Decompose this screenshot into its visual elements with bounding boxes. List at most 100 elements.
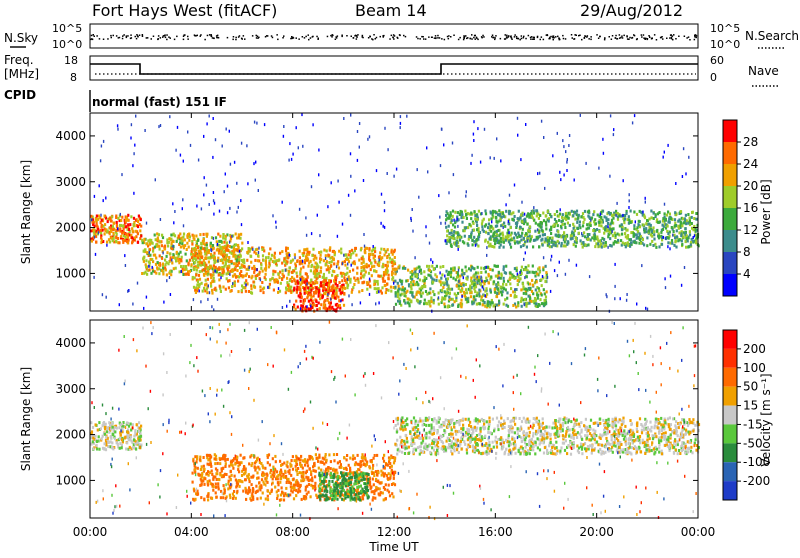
data-cell — [662, 224, 664, 227]
data-cell — [541, 229, 543, 232]
data-cell — [559, 261, 560, 264]
data-cell — [348, 294, 349, 297]
data-cell — [521, 201, 522, 204]
nsky-point — [419, 38, 421, 40]
data-cell — [520, 158, 521, 161]
data-cell — [342, 272, 344, 275]
data-cell — [550, 290, 551, 293]
data-cell — [299, 292, 301, 295]
data-cell — [485, 277, 487, 280]
data-cell — [393, 263, 395, 266]
nsky-point — [604, 37, 606, 39]
data-cell — [441, 289, 443, 292]
nsky-point — [516, 36, 518, 38]
data-cell — [551, 255, 552, 258]
data-cell — [339, 460, 341, 463]
data-cell — [626, 299, 627, 302]
nsky-point — [666, 38, 668, 40]
data-cell — [206, 291, 208, 294]
data-cell — [145, 266, 147, 269]
data-cell — [374, 250, 376, 253]
data-cell — [158, 245, 160, 248]
data-cell — [214, 457, 216, 460]
data-cell — [94, 195, 95, 198]
data-cell — [221, 268, 223, 271]
data-cell — [193, 267, 195, 270]
data-cell — [548, 239, 550, 242]
data-cell — [441, 273, 443, 276]
data-cell — [286, 281, 288, 284]
data-cell — [158, 125, 159, 128]
nsky-point — [506, 35, 508, 37]
data-cell — [427, 274, 429, 277]
data-cell — [192, 498, 194, 501]
nsky-point — [243, 35, 245, 37]
data-cell — [488, 281, 490, 284]
data-cell — [481, 222, 483, 225]
data-cell — [536, 236, 538, 239]
data-cell — [452, 223, 454, 226]
data-cell — [127, 435, 129, 438]
data-cell — [473, 139, 474, 142]
nsky-point — [565, 38, 567, 40]
data-cell — [212, 489, 214, 492]
data-cell — [116, 441, 118, 444]
data-cell — [447, 239, 449, 242]
data-cell — [126, 430, 128, 433]
data-cell — [197, 239, 199, 242]
nsky-point — [405, 36, 407, 38]
data-cell — [217, 257, 219, 260]
data-cell — [557, 274, 558, 277]
data-cell — [390, 286, 392, 289]
data-cell — [166, 251, 168, 254]
data-cell — [520, 288, 522, 291]
data-cell — [211, 473, 213, 476]
data-cell — [470, 295, 472, 298]
data-cell — [286, 261, 288, 264]
data-cell — [563, 174, 564, 177]
data-cell — [457, 245, 459, 248]
data-cell — [327, 293, 328, 296]
data-cell — [308, 300, 310, 303]
data-cell — [498, 302, 500, 305]
data-cell — [594, 218, 596, 221]
nsky-point — [170, 37, 172, 39]
data-cell — [205, 279, 207, 282]
data-cell — [467, 244, 469, 247]
data-cell — [127, 290, 128, 293]
data-cell — [478, 276, 480, 279]
data-cell — [155, 272, 157, 275]
data-cell — [138, 421, 140, 424]
data-cell — [565, 212, 567, 215]
data-cell — [457, 231, 459, 234]
data-cell — [500, 159, 501, 162]
data-cell — [548, 242, 550, 245]
data-cell — [184, 238, 186, 241]
data-cell — [126, 441, 128, 444]
data-cell — [137, 220, 139, 223]
data-cell — [491, 217, 493, 220]
data-cell — [474, 298, 476, 301]
data-cell — [602, 242, 604, 245]
data-cell — [361, 289, 363, 292]
data-cell — [389, 462, 391, 465]
data-cell — [229, 494, 231, 497]
data-cell — [464, 210, 466, 213]
data-cell — [658, 235, 660, 238]
data-cell — [143, 250, 145, 253]
data-cell — [544, 303, 546, 306]
data-cell — [453, 219, 454, 222]
data-cell — [226, 128, 227, 131]
data-cell — [316, 277, 318, 280]
data-cell — [226, 241, 228, 244]
data-cell — [190, 144, 191, 147]
data-cell — [681, 243, 683, 246]
data-cell — [213, 247, 215, 250]
data-cell — [315, 266, 317, 269]
data-cell — [476, 228, 478, 231]
data-cell — [656, 230, 658, 233]
data-cell — [253, 265, 255, 268]
data-cell — [137, 225, 139, 228]
nsky-point — [510, 35, 512, 37]
